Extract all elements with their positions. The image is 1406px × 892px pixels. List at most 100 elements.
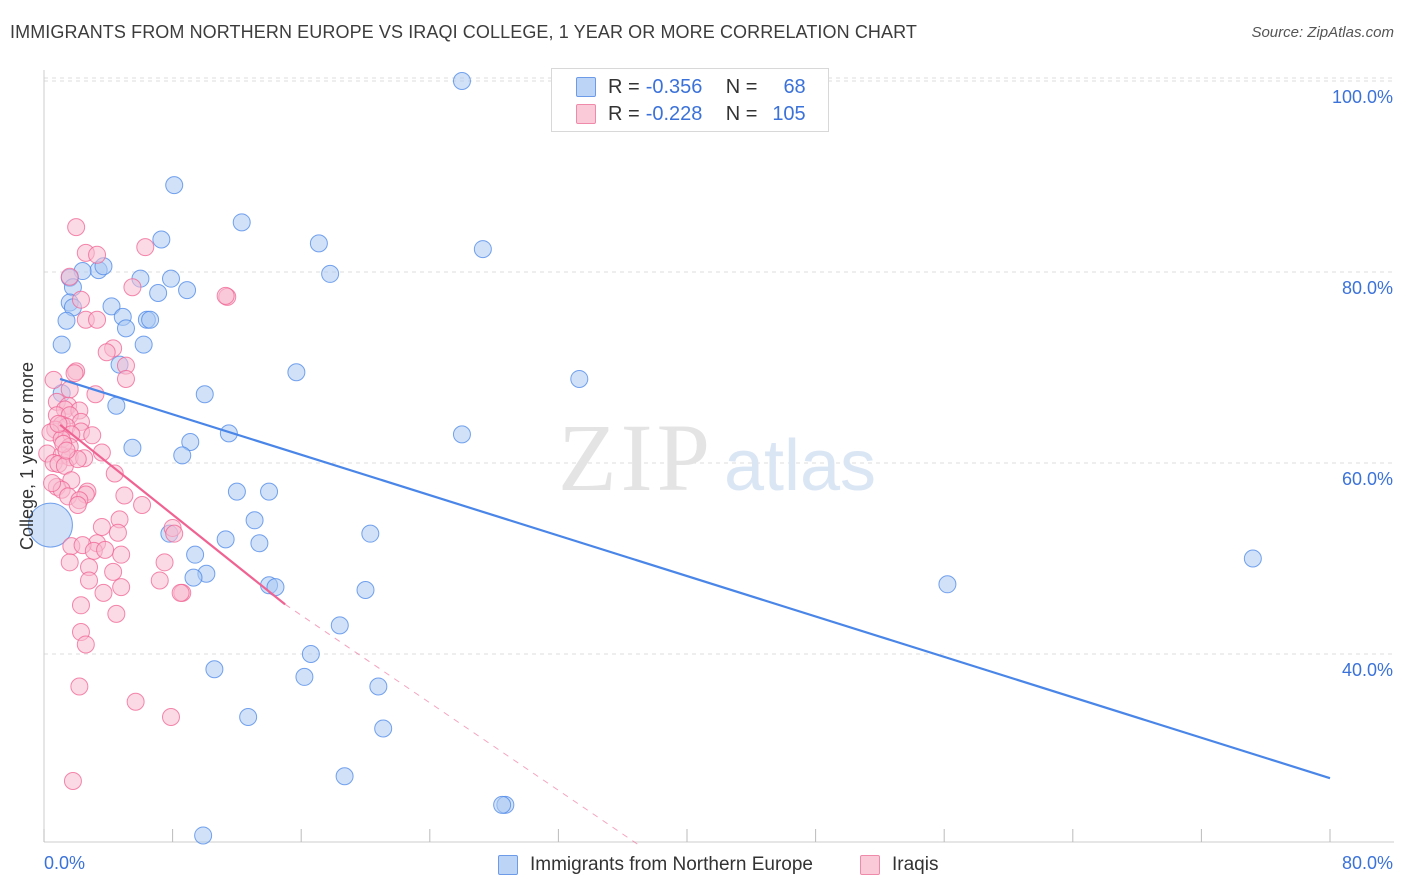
data-point [49,414,68,433]
data-point [309,234,328,253]
data-point [287,363,306,382]
x-tick-label-min: 0.0% [44,853,85,873]
data-point [80,571,99,590]
data-point [335,767,354,786]
data-point [155,553,174,572]
bottom-legend-label: Iraqis [892,854,939,875]
y-axis-label: College, 1 year or more [17,362,37,550]
series-iraqis [38,218,237,791]
data-point [60,267,79,286]
legend-r-label: R = [608,75,640,98]
watermark-atlas: atlas [724,426,876,506]
legend-r-value: -0.228 [645,102,703,125]
legend-row-northern-europe: R = -0.356 N = 68 [576,75,806,99]
data-point [216,286,235,305]
source-label: Source: ZipAtlas.com [1251,24,1394,41]
data-point [27,502,73,548]
data-point [88,310,107,329]
bottom-legend-label: Immigrants from Northern Europe [530,854,813,875]
y-tick-label: 80.0% [1342,278,1393,298]
data-point [295,667,314,686]
data-point [71,596,90,615]
legend-swatch-pink [576,104,596,124]
data-point [260,482,279,501]
data-point [149,284,168,303]
data-point [112,545,131,564]
data-point [161,269,180,288]
legend-r-value: -0.356 [645,75,703,98]
data-point [165,524,184,543]
data-point [178,281,197,300]
data-point [108,523,127,542]
data-point [133,496,152,515]
data-point [123,278,142,297]
y-tick-label: 40.0% [1342,660,1393,680]
data-point [67,218,86,237]
legend-n-label: N = [725,75,758,98]
series-northern-europe [27,72,1262,845]
data-point [227,482,246,501]
legend-row-iraqis: R = -0.228 N = 105 [576,102,806,126]
data-point [71,290,90,309]
data-point [88,245,107,264]
y-tick-label: 100.0% [1332,87,1393,107]
trend-line [59,377,1331,780]
data-point [105,464,124,483]
data-point [141,310,160,329]
data-point [116,369,135,388]
data-point [94,583,113,602]
data-point [83,426,102,445]
data-point [123,438,142,457]
data-point [361,524,380,543]
data-point [330,616,349,635]
data-point [194,826,213,845]
data-point [165,176,184,195]
y-tick-label: 60.0% [1342,469,1393,489]
data-point [1243,549,1262,568]
data-point [369,677,388,696]
data-point [171,583,190,602]
data-point [115,486,134,505]
data-point [184,568,203,587]
data-point [205,660,224,679]
data-point [102,297,121,316]
data-point [152,230,171,249]
data-point [112,578,131,597]
trend-line [59,423,286,606]
trend-line-extension [284,603,640,846]
axes [43,70,1394,843]
data-point [301,645,320,663]
data-point [107,604,126,623]
data-point [570,369,589,388]
data-point [216,530,235,549]
data-point [181,432,200,451]
data-point [60,553,79,572]
data-point [232,213,251,232]
data-point [63,772,82,791]
data-point [57,311,76,330]
data-point [321,264,340,283]
bottom-legend-swatch-pink [860,855,880,875]
legend-n-value: 68 [783,75,806,98]
data-point [186,545,205,564]
data-point [52,335,71,354]
data-point [150,571,169,590]
correlation-legend: R = -0.356 N = 68 R = -0.228 N = 105 [551,68,829,132]
data-point [70,677,89,696]
legend-swatch-blue [576,77,596,97]
data-point [126,692,145,711]
data-point [473,240,492,259]
data-point [173,446,192,465]
legend-r-label: R = [608,102,640,125]
data-point [134,335,153,354]
trend-lines [59,377,1331,846]
data-point [96,540,115,559]
legend-n-label: N = [725,102,758,125]
data-point [116,319,135,338]
watermark: ZIP atlas [558,404,876,511]
data-point [195,385,214,404]
data-point [245,511,264,530]
data-point [239,708,258,727]
data-point [250,534,269,553]
